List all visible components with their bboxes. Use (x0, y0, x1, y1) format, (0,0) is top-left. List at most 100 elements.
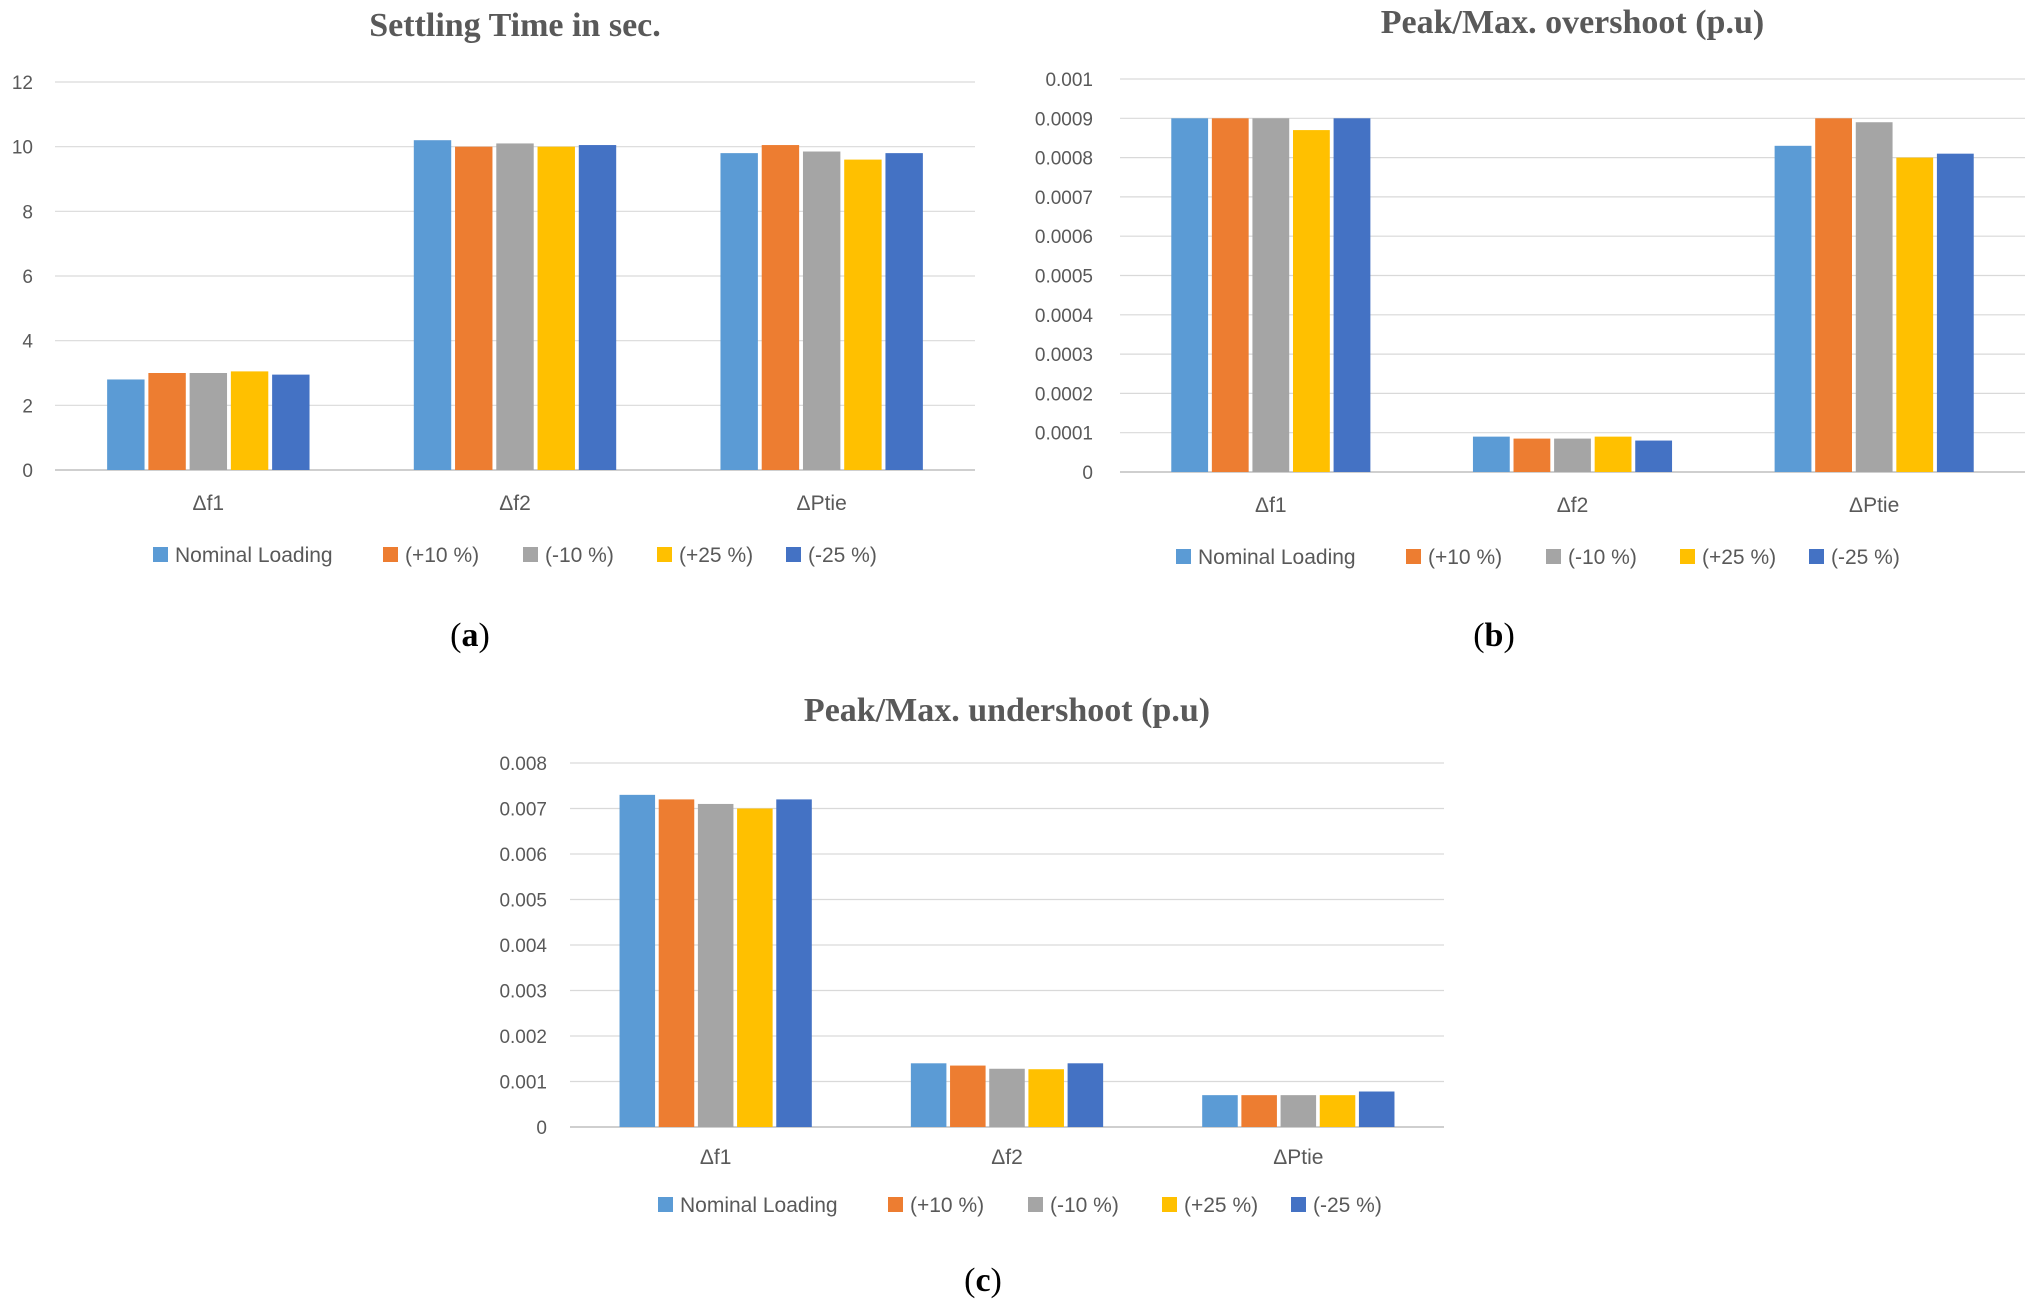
y-tick-label: 0.0001 (1035, 424, 1093, 445)
bar (1293, 130, 1330, 472)
legend-label: (-25 %) (808, 544, 877, 567)
y-tick-label: 0.0007 (1035, 188, 1093, 209)
bar (844, 159, 882, 470)
legend-label: (+10 %) (1428, 546, 1502, 569)
x-category-label: Δf1 (193, 492, 225, 515)
y-tick-label: 0.0004 (1035, 306, 1094, 327)
bar (989, 1068, 1025, 1127)
x-category-label: Δf1 (700, 1146, 732, 1169)
legend-label: Nominal Loading (680, 1194, 838, 1217)
bar (619, 794, 656, 1127)
bar (455, 146, 493, 470)
bar (578, 145, 617, 471)
y-tick-label: 2 (22, 396, 33, 417)
legend-swatch (1291, 1197, 1306, 1212)
legend-label: (-10 %) (1050, 1194, 1119, 1217)
bar (802, 151, 841, 470)
bar (189, 373, 228, 470)
y-tick-label: 0.0009 (1035, 109, 1093, 130)
bar (107, 379, 145, 470)
legend-swatch (657, 547, 672, 562)
y-tick-label: 0.008 (499, 754, 547, 775)
bar (737, 808, 773, 1127)
bar (1067, 1063, 1104, 1127)
legend-label: Nominal Loading (1198, 546, 1356, 569)
legend-swatch (1162, 1197, 1177, 1212)
legend-swatch (1028, 1197, 1043, 1212)
x-category-label: Δf1 (1255, 494, 1287, 517)
y-tick-label: 10 (12, 138, 33, 159)
bar (1028, 1069, 1064, 1127)
bar (1252, 118, 1290, 473)
bar (761, 145, 800, 471)
y-tick-label: 0.005 (499, 891, 547, 912)
y-tick-label: 0 (22, 461, 33, 482)
bar (413, 140, 452, 470)
bar (1936, 153, 1974, 473)
x-category-label: ΔPtie (797, 492, 847, 515)
y-tick-label: 8 (22, 202, 33, 223)
bar (658, 799, 695, 1127)
y-tick-label: 0.0005 (1035, 267, 1093, 288)
x-category-label: Δf2 (991, 1146, 1023, 1169)
legend-label: (-25 %) (1313, 1194, 1382, 1217)
y-tick-label: 12 (12, 73, 33, 94)
y-tick-label: 6 (22, 267, 33, 288)
x-category-label: ΔPtie (1849, 494, 1899, 517)
bar (720, 153, 758, 470)
legend-swatch (1546, 549, 1561, 564)
bar (1319, 1095, 1356, 1127)
y-tick-label: 0 (536, 1118, 547, 1139)
bar (1171, 118, 1209, 473)
legend-swatch (658, 1197, 673, 1212)
bar (1594, 436, 1632, 472)
chart-title: Peak/Max. overshoot (p.u) (1381, 4, 1764, 41)
bar (1472, 436, 1510, 472)
legend-label: (+25 %) (1702, 546, 1776, 569)
bar (910, 1063, 947, 1127)
x-category-label: ΔPtie (1273, 1146, 1323, 1169)
y-tick-label: 0.0003 (1035, 345, 1093, 366)
chart-panel-a: Settling Time in sec. 0 2 4 6 8 10 12 Δf1 Δf2 ΔPti… (0, 0, 1000, 580)
y-tick-label: 0.0006 (1035, 227, 1093, 248)
chart-title: Peak/Max. undershoot (p.u) (804, 692, 1210, 729)
bar (950, 1065, 986, 1127)
bar (1815, 118, 1852, 473)
legend-label: (-10 %) (1568, 546, 1637, 569)
bar (148, 373, 186, 470)
bar (885, 153, 923, 470)
caption-c: (c) (964, 1262, 1002, 1299)
bar (1855, 122, 1893, 472)
legend-label: (+25 %) (1184, 1194, 1258, 1217)
caption-b: (b) (1473, 617, 1515, 654)
bar (1241, 1095, 1277, 1127)
bar (272, 374, 310, 470)
legend-swatch (523, 547, 538, 562)
legend-label: (-25 %) (1831, 546, 1900, 569)
y-tick-label: 0.001 (499, 1073, 547, 1094)
x-category-label: Δf2 (1557, 494, 1589, 517)
bar (1211, 118, 1249, 473)
bar (1333, 118, 1371, 473)
x-category-label: Δf2 (499, 492, 531, 515)
chart-title: Settling Time in sec. (369, 7, 661, 44)
y-tick-label: 0.003 (499, 982, 547, 1003)
legend-label: (+10 %) (405, 544, 479, 567)
legend-swatch (1406, 549, 1421, 564)
bar (1554, 438, 1591, 472)
legend-label: (+10 %) (910, 1194, 984, 1217)
bar (537, 146, 575, 470)
bar (1513, 438, 1551, 472)
bar (496, 143, 534, 470)
bar (230, 371, 269, 470)
legend-label: (+25 %) (679, 544, 753, 567)
legend-swatch (1680, 549, 1695, 564)
bar (1774, 145, 1812, 472)
chart-svg: Peak/Max. undershoot (p.u) 0 0.001 0.002 0.0… (499, 692, 1444, 1217)
y-tick-label: 0.002 (499, 1027, 547, 1048)
y-tick-label: 0 (1082, 463, 1093, 484)
bar (1358, 1091, 1395, 1127)
bar (776, 799, 812, 1127)
bar (1202, 1095, 1238, 1127)
legend-label: (-10 %) (545, 544, 614, 567)
